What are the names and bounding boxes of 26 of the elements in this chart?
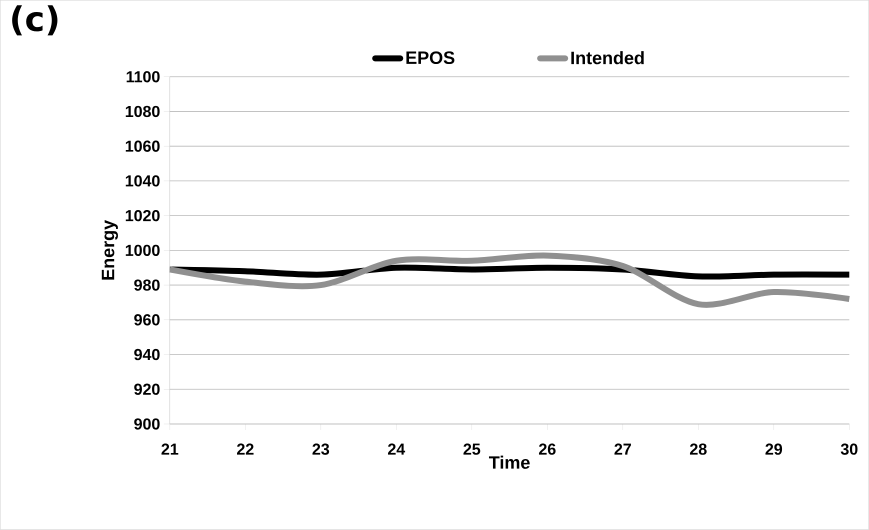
x-tick-label: 24 <box>388 444 406 455</box>
y-axis-title: Energy <box>102 220 118 280</box>
x-tick-label: 27 <box>614 444 631 455</box>
y-tick-label: 900 <box>134 418 160 430</box>
y-tick-label: 980 <box>134 280 160 291</box>
x-tick-label: 26 <box>538 444 556 455</box>
y-tick-label: 1100 <box>126 71 160 83</box>
x-tick-label: 25 <box>463 444 480 455</box>
y-tick-label: 1040 <box>126 175 160 187</box>
legend-label: Intended <box>571 51 644 64</box>
x-tick-label: 22 <box>236 444 254 455</box>
x-tick-label: 21 <box>162 444 178 455</box>
y-tick-label: 1000 <box>126 244 160 256</box>
x-tick-label: 30 <box>840 444 858 455</box>
y-tick-label: 1080 <box>126 106 160 118</box>
chart-title: (c) <box>12 5 58 36</box>
legend-label: EPOS <box>406 51 454 64</box>
x-tick-label: 28 <box>690 444 707 455</box>
y-tick-label: 920 <box>134 384 160 396</box>
x-tick-label: 23 <box>312 444 330 455</box>
y-tick-label: 940 <box>134 349 160 360</box>
y-tick-label: 1020 <box>126 210 160 222</box>
y-tick-label: 960 <box>134 314 160 326</box>
x-tick-label: 29 <box>765 444 782 455</box>
y-tick-label: 1060 <box>126 140 160 152</box>
x-axis-title: Time <box>488 456 530 469</box>
